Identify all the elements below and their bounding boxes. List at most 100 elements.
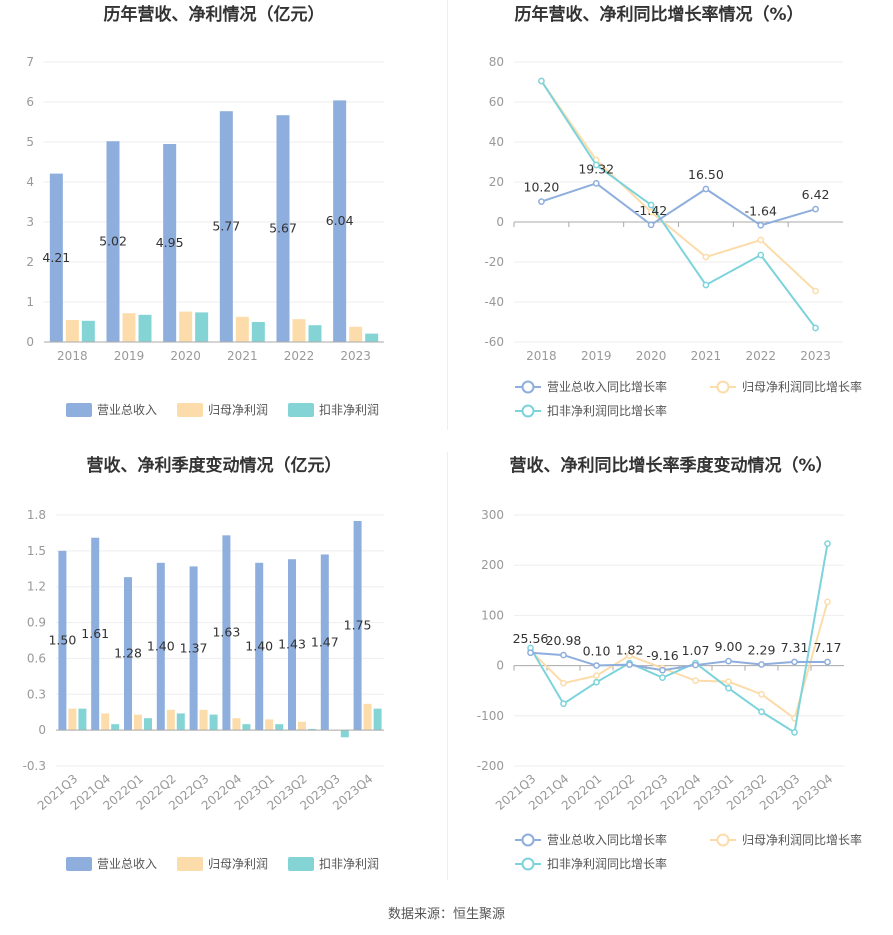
bar-revenue: [106, 141, 120, 342]
data-point: [647, 201, 655, 209]
bar-revenue: [219, 111, 233, 342]
data-point: [692, 661, 699, 669]
legend-marker: [521, 404, 535, 418]
y-tick-label: 100: [481, 608, 504, 622]
legend-swatch: [177, 857, 203, 871]
bar-net-profit: [134, 714, 142, 731]
y-tick-label: 0: [496, 659, 504, 673]
bar-deducted-profit: [209, 714, 218, 731]
data-label: 6.42: [802, 187, 830, 202]
data-point: [791, 729, 798, 736]
data-label: 25.56: [513, 631, 549, 646]
data-label: 1.43: [278, 637, 306, 652]
bar-net-profit: [235, 316, 249, 342]
data-point: [560, 700, 567, 708]
legend-label: 营业总收入同比增长率: [547, 832, 667, 847]
chart-quarterly-growth-rate: 营收、净利同比增长率季度变动情况（%） -200 -100 0 100 200 300 202…: [447, 448, 893, 888]
bar-deducted-profit: [365, 333, 379, 342]
data-point: [757, 221, 765, 229]
x-tick-label: 2019: [114, 349, 145, 363]
y-tick-label: 0: [26, 335, 34, 349]
data-point: [725, 684, 732, 692]
bar-net-profit: [292, 319, 306, 342]
quarterly-bar-chart-svg: 营收、净利季度变动情况（亿元）-0.300.30.60.91.21.51.820…: [23, 455, 384, 871]
y-tick-label: 20: [489, 175, 504, 189]
y-tick-label: -20: [484, 255, 504, 269]
y-tick-label: -200: [477, 759, 504, 773]
data-point: [659, 666, 666, 674]
legend-swatch: [288, 403, 314, 417]
bar-revenue: [320, 554, 329, 731]
bar-revenue: [189, 566, 198, 731]
data-label: 0.10: [583, 644, 611, 659]
data-point: [626, 661, 633, 669]
bar-revenue: [353, 520, 362, 731]
data-label: 1.47: [311, 634, 339, 649]
data-label: -9.16: [646, 648, 678, 663]
chart-quarterly-revenue-profit: 营收、净利季度变动情况（亿元） -0.3 0 0.3 0.6 0.9 1.2 1.5 1.8 20…: [0, 448, 447, 888]
data-label: 9.00: [715, 639, 743, 654]
data-point: [560, 651, 567, 659]
x-tick-label: 2018: [526, 349, 557, 363]
bar-deducted-profit: [308, 325, 322, 342]
data-point: [702, 185, 710, 193]
data-label: 1.63: [212, 625, 240, 640]
data-label: 16.50: [688, 167, 724, 182]
data-point: [592, 161, 600, 169]
legend-marker: [716, 833, 730, 847]
chart-title: 历年营收、净利情况（亿元）: [104, 4, 325, 25]
data-point: [757, 251, 765, 259]
x-tick-label: 2021: [227, 349, 258, 363]
data-label: 7.31: [781, 640, 809, 655]
data-point: [647, 208, 655, 216]
bar-revenue: [49, 173, 63, 342]
data-point: [824, 598, 831, 606]
legend-marker: [521, 380, 535, 394]
data-label: 1.07: [682, 643, 710, 658]
data-point: [824, 658, 831, 666]
y-tick-label: -0.3: [23, 759, 46, 773]
y-tick-label: 300: [481, 508, 504, 522]
data-point: [791, 658, 798, 666]
data-point: [659, 674, 666, 681]
bar-revenue: [58, 550, 67, 731]
bar-net-profit: [298, 721, 306, 731]
series-line-deducted-profit: [529, 543, 829, 734]
bar-revenue: [288, 559, 296, 731]
chart-title: 历年营收、净利同比增长率情况（%）: [514, 4, 803, 25]
x-tick-label: 2022: [284, 349, 315, 363]
data-point: [626, 652, 633, 659]
data-point: [812, 205, 819, 213]
legend-swatch: [288, 857, 314, 871]
bar-net-profit: [68, 708, 77, 731]
x-tick-label: 2022: [745, 349, 776, 363]
data-source-label: 数据来源：恒生聚源: [387, 907, 505, 922]
bar-deducted-profit: [111, 724, 120, 731]
chart-title: 营收、净利同比增长率季度变动情况（%）: [509, 455, 832, 476]
data-label: -1.42: [635, 203, 667, 218]
data-label: 1.61: [81, 626, 109, 641]
bar-deducted-profit: [144, 718, 152, 731]
legend-label: 归母净利润: [208, 403, 268, 417]
bar-deducted-profit: [78, 708, 87, 731]
x-tick-label: 2019: [581, 349, 612, 363]
legend-label: 归母净利润同比增长率: [742, 832, 862, 847]
y-tick-label: -100: [477, 709, 504, 723]
data-label: 1.40: [245, 638, 273, 653]
bar-revenue: [276, 115, 290, 342]
data-point: [758, 661, 765, 668]
y-tick-label: 1.2: [27, 580, 46, 594]
data-point: [538, 198, 545, 205]
data-label: 1.75: [344, 618, 372, 633]
y-tick-label: 0.3: [27, 687, 46, 701]
legend-swatch: [177, 403, 203, 417]
data-label: 10.20: [524, 180, 560, 195]
legend-swatch: [66, 403, 92, 417]
data-point: [812, 324, 819, 332]
bar-net-profit: [179, 311, 193, 342]
y-tick-label: 40: [489, 135, 504, 149]
bar-revenue: [156, 562, 165, 731]
data-point: [538, 77, 545, 85]
bar-deducted-profit: [176, 713, 185, 731]
divider-bottom: [447, 452, 448, 880]
